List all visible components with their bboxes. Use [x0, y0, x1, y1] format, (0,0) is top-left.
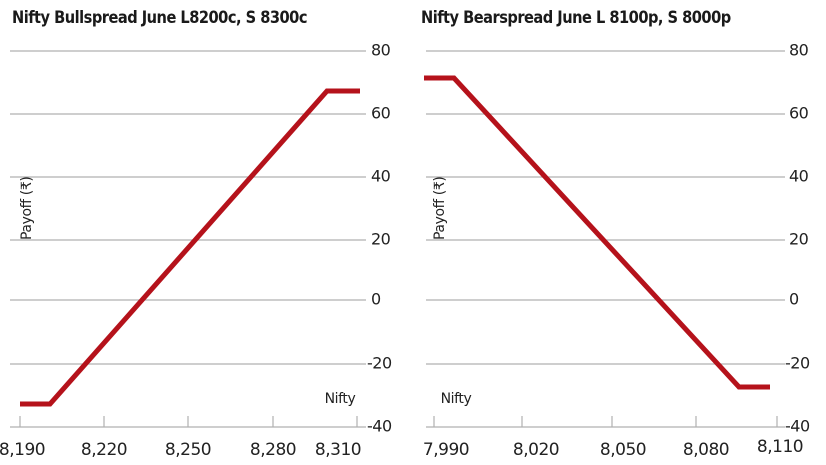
y-tick-label: 80 [789, 41, 809, 60]
y-axis-label: Payoff (₹) [432, 177, 448, 240]
y-tick-labels: 80 60 40 20 0 -20 -40 [367, 41, 392, 436]
y-tick-label: 20 [371, 230, 391, 249]
bullspread-plot: 80 60 40 20 0 -20 -40 8,190 8,220 8,250 … [0, 41, 392, 461]
gridlines [10, 50, 366, 428]
x-tick-label: 8,020 [513, 440, 559, 460]
x-tick-label: 8,110 [757, 437, 803, 457]
x-tick-labels: 8,190 8,220 8,250 8,280 8,310 [0, 440, 362, 460]
x-tick-marks [19, 416, 358, 427]
bearspread-plot: 80 60 40 20 0 -20 -40 7,990 8,020 8,050 … [423, 41, 811, 461]
x-tick-label: 8,220 [81, 440, 127, 460]
x-tick-label: 8,080 [683, 440, 729, 460]
y-axis-label: Payoff (₹) [19, 177, 35, 240]
x-tick-label: 8,310 [315, 440, 361, 460]
y-tick-label: -20 [367, 354, 392, 373]
y-tick-label: 0 [789, 290, 799, 309]
x-tick-label: 8,250 [165, 440, 211, 460]
x-tick-labels: 7,990 8,020 8,050 8,080 8,110 [423, 437, 804, 460]
bullspread-chart: Nifty Bullspread June L8200c, S 8300c 80… [0, 8, 392, 461]
x-axis-label: Nifty [325, 391, 356, 407]
y-tick-label: 40 [789, 167, 809, 186]
y-tick-label: -40 [367, 417, 392, 436]
y-tick-label: 20 [789, 230, 809, 249]
y-tick-label: 40 [371, 167, 391, 186]
x-tick-label: 8,190 [0, 440, 45, 460]
payoff-line [20, 88, 360, 407]
x-tick-label: 7,990 [423, 440, 469, 460]
y-tick-label: 60 [371, 104, 391, 123]
y-tick-label: 60 [789, 104, 809, 123]
payoff-line [424, 75, 770, 390]
bearspread-chart: Nifty Bearspread June L 8100p, S 8000p 8… [413, 0, 826, 465]
chart-title: Nifty Bearspread June L 8100p, S 8000p [421, 8, 731, 28]
y-tick-label: -40 [785, 417, 810, 436]
y-tick-labels: 80 60 40 20 0 -20 -40 [785, 41, 810, 436]
x-tick-label: 8,050 [600, 440, 646, 460]
y-tick-label: 80 [371, 41, 391, 60]
y-tick-label: -20 [785, 354, 810, 373]
x-axis-label: Nifty [441, 391, 472, 407]
y-tick-label: 0 [371, 290, 381, 309]
x-tick-label: 8,280 [250, 440, 296, 460]
x-tick-marks [433, 416, 778, 427]
chart-title: Nifty Bullspread June L8200c, S 8300c [12, 8, 307, 28]
